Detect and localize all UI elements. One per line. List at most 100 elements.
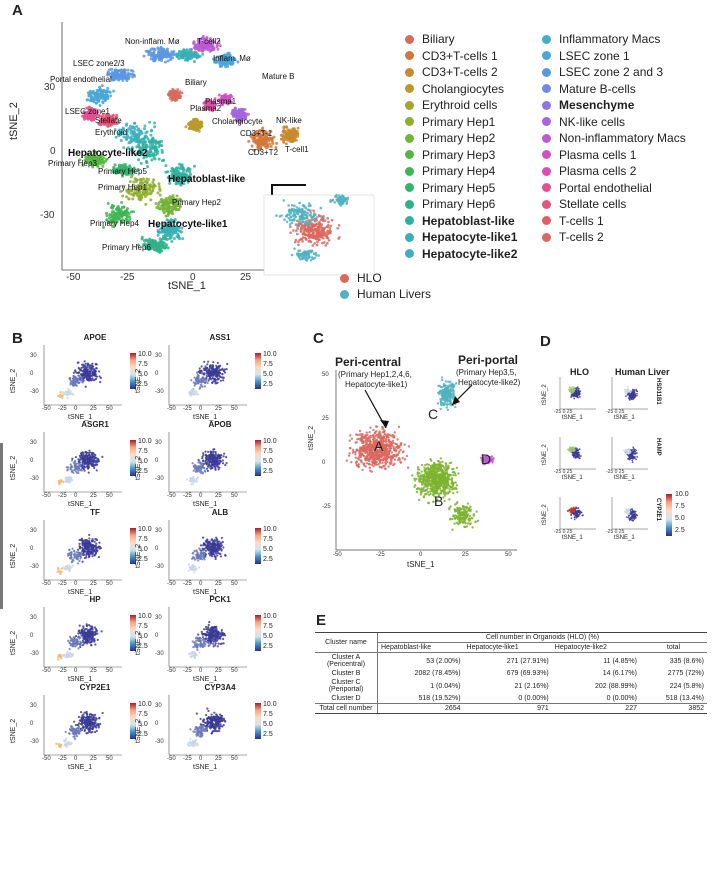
- panel-a-points: [78, 34, 300, 254]
- cluster-b-label: B: [434, 493, 444, 509]
- legend-label: Primary Hep3: [422, 147, 496, 162]
- panel-d-colorbar-tick: 5.0: [675, 515, 685, 522]
- feature-plot-ylabel: tSNE_2: [135, 543, 142, 568]
- feature-plot-xlabel: tSNE_1: [68, 589, 93, 596]
- feature-plot-xtick: -25: [183, 581, 192, 587]
- periportal-sub2: Hepatocyte-like2): [458, 378, 521, 387]
- colorbar-tick: 2.5: [138, 643, 148, 650]
- legend-label: Primary Hep6: [422, 197, 496, 211]
- feature-plot: APOE 10.0 7.5 5.0 2.5 tSNE_2 30 0 -30 -50 -25 0 25 50…: [10, 333, 152, 428]
- colorbar-tick: 7.5: [263, 711, 273, 718]
- colorbar: [255, 703, 261, 739]
- table-col-header: Hepatoblast-like: [377, 642, 464, 653]
- table-cell: 11 (4.85%): [603, 657, 637, 665]
- colorbar-tick: 7.5: [263, 361, 273, 368]
- cell-count-table: Cluster name Cell number in Organoids (H…: [315, 632, 707, 714]
- pericentral-title: Peri-central: [335, 355, 402, 369]
- panel-c-ytick: 25: [322, 416, 329, 422]
- feature-plot-xtick: 25: [90, 581, 97, 587]
- feature-plot-ytick: 0: [30, 721, 34, 727]
- colorbar: [130, 353, 136, 389]
- panel-d-plot: [611, 497, 648, 530]
- feature-plot-title: HP: [89, 595, 101, 604]
- colorbar-tick: 5.0: [263, 371, 273, 378]
- feature-plot-ytick: 0: [30, 546, 34, 552]
- table-cell: 2775 (72%): [667, 670, 704, 677]
- panel-c-xtick: -25: [376, 552, 385, 558]
- panel-d-xticks: -25 0 25: [554, 469, 573, 475]
- panel-a-ytick: 0: [50, 146, 56, 157]
- periportal-title: Peri-portal: [458, 353, 519, 367]
- panel-d-xlabel: tSNE_1: [562, 415, 583, 421]
- legend-label: NK-like cells: [559, 114, 626, 129]
- feature-plot-title: APOB: [208, 420, 232, 429]
- legend-swatch: [405, 67, 414, 77]
- feature-plot-xtick: 25: [90, 493, 97, 499]
- colorbar-tick: 2.5: [138, 556, 148, 563]
- feature-plot-ytick: -30: [30, 651, 39, 657]
- pericentral-sub1: (Primary Hep1,2,4,6,: [338, 370, 412, 379]
- panel-c-ytick: 50: [322, 372, 329, 378]
- table-row: Cluster B 2082 (78.45%) 679 (69.93%) 14 (6.…: [315, 669, 707, 678]
- cluster-label: Primary Hep4: [90, 219, 139, 228]
- legend-label: Stellate cells: [559, 197, 627, 211]
- legend-swatch: [542, 166, 551, 176]
- panel-d-plot: [559, 497, 596, 530]
- panel-d-col-hlo: HLO: [570, 367, 589, 377]
- feature-plot-ytick: -30: [30, 564, 39, 570]
- table-cell: 224 (5.8%): [669, 682, 704, 690]
- legend-swatch: [405, 249, 414, 258]
- table-cell: 2082 (78.45%): [414, 670, 461, 677]
- feature-plot-xtick: 0: [199, 493, 203, 499]
- cluster-label: Plasma1: [205, 97, 237, 106]
- legend-label: CD3+T-cells 1: [422, 48, 498, 63]
- legend-item: Inflammatory Macs: [542, 32, 660, 46]
- feature-plot-ytick: 30: [30, 528, 37, 534]
- panel-d-xlabel: tSNE_1: [562, 475, 583, 481]
- legend-item: Primary Hep6: [405, 197, 495, 211]
- panel-a-xtick: 25: [240, 272, 252, 283]
- colorbar-tick: 10.0: [138, 438, 152, 445]
- panel-c-xlabel: tSNE_1: [407, 560, 435, 569]
- legend-label: Mature B-cells: [559, 81, 636, 96]
- feature-plot-ylabel: tSNE_2: [10, 455, 17, 480]
- feature-plot-xtick: -25: [183, 668, 192, 674]
- feature-plot-ytick: 30: [30, 615, 37, 621]
- table-row: Cluster A (Pericentral) 53 (2.00%) 271 (27…: [315, 652, 707, 669]
- feature-plot-ytick: 0: [155, 371, 159, 377]
- feature-plot-title: ALB: [211, 508, 229, 517]
- table-row-label: Total cell number: [315, 703, 378, 713]
- colorbar-tick: 2.5: [263, 381, 273, 388]
- colorbar-tick: 5.0: [138, 371, 148, 378]
- cluster-label: T-cell1: [285, 145, 309, 154]
- feature-plot-ytick: -30: [155, 651, 164, 657]
- legend-label: Non-inflammatory Macs: [559, 131, 686, 145]
- feature-plot: ASS1 10.0 7.5 5.0 2.5 tSNE_2 30 0 -30 -50 -25 0 25 50…: [135, 333, 277, 428]
- table-col-header: Hepatocyte-like2: [551, 642, 640, 653]
- cluster-label: Stellate: [95, 116, 122, 125]
- legend-swatch: [405, 150, 414, 159]
- table-row-label: Cluster C (Periportal): [315, 678, 378, 694]
- feature-plot-ylabel: tSNE_2: [135, 368, 142, 393]
- table-col-header: Hepatocyte-like1: [463, 642, 552, 653]
- legend-label: Hepatocyte-like2: [422, 246, 518, 261]
- feature-plot-ylabel: tSNE_2: [135, 718, 142, 743]
- legend-item: NK-like cells: [542, 115, 625, 129]
- legend-swatch: [405, 199, 414, 209]
- feature-plot-xtick: 0: [74, 581, 78, 587]
- colorbar-tick: 2.5: [138, 731, 148, 738]
- feature-plot-xtick: -25: [58, 581, 67, 587]
- legend-item: Mesenchyme: [542, 98, 634, 112]
- legend-swatch: [542, 216, 551, 225]
- colorbar-tick: 5.0: [138, 546, 148, 553]
- table-cell: 0 (0.00%): [518, 695, 549, 702]
- feature-plot-xtick: -50: [167, 668, 176, 674]
- feature-plot-xlabel: tSNE_1: [193, 676, 218, 683]
- legend-swatch: [542, 232, 551, 242]
- table-cell: 14 (6.17%): [602, 670, 637, 677]
- panel-d-ylabel: tSNE_2: [542, 384, 548, 405]
- feature-plot-xtick: 0: [74, 756, 78, 762]
- colorbar: [130, 703, 136, 739]
- panel-d-col-human-liver: Human Liver: [615, 367, 670, 377]
- feature-plot-xtick: 0: [74, 668, 78, 674]
